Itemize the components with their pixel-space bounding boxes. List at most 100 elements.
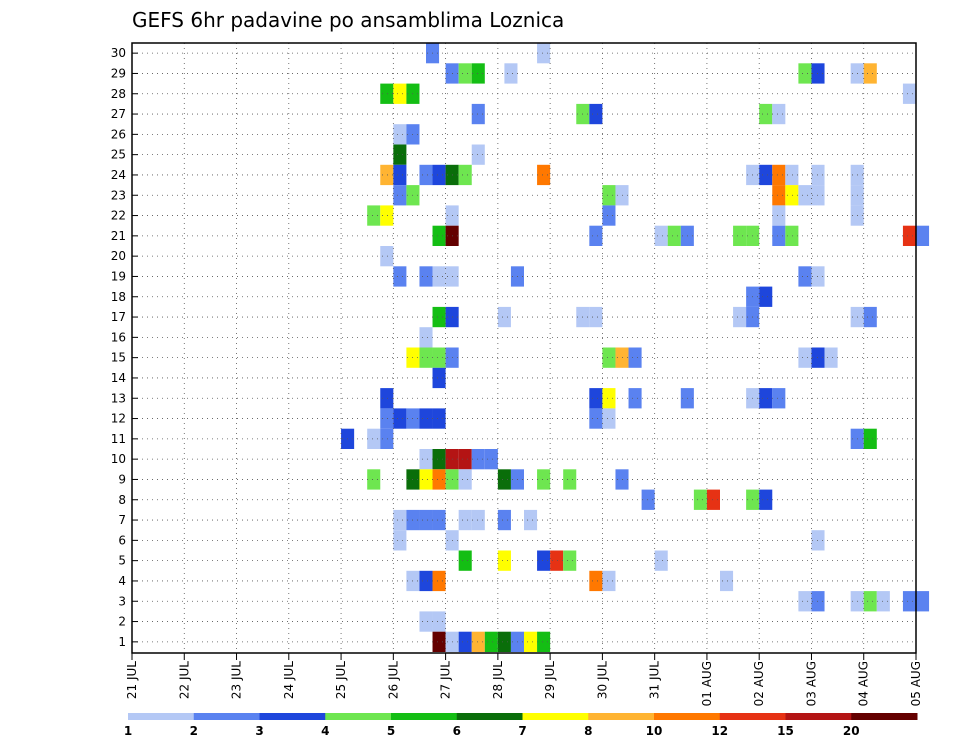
precip-cell: [902, 83, 916, 104]
y-tick-label: 10: [111, 452, 126, 466]
precip-cell: [798, 347, 812, 368]
colorbar-label: 15: [777, 724, 794, 738]
x-axis: 21 JUL 22 JUL 23 JUL 24 JUL 25 JUL 26 JUL 27 J…: [125, 653, 923, 706]
y-tick-label: 16: [111, 330, 126, 344]
precip-cell: [471, 509, 485, 531]
precip-cell: [393, 124, 407, 145]
precip-cell: [563, 469, 577, 490]
precip-cell: [458, 449, 472, 470]
precip-cell: [367, 469, 381, 490]
precip-cell: [589, 306, 603, 328]
x-tick-label: 24 JUL: [282, 661, 296, 699]
y-tick-label: 9: [118, 472, 126, 486]
y-tick-label: 24: [111, 168, 126, 182]
colorbar-swatch: [325, 713, 392, 720]
precip-cell: [706, 489, 720, 510]
precip-cell: [497, 631, 511, 652]
precip-cell: [432, 266, 446, 287]
colorbar-swatch: [128, 713, 195, 720]
precip-cell: [863, 428, 877, 449]
x-tick-label: 29 JUL: [543, 661, 557, 699]
precip-cell: [458, 63, 472, 84]
precip-cell: [419, 347, 433, 368]
precip-cell: [458, 164, 472, 186]
y-tick-label: 12: [111, 412, 126, 426]
precip-cell: [772, 388, 786, 409]
precip-cell: [772, 185, 786, 206]
precip-cell: [537, 550, 551, 571]
y-tick-label: 29: [111, 66, 126, 80]
precip-cell: [497, 306, 511, 328]
precip-cell: [367, 428, 381, 449]
x-tick-label: 26 JUL: [386, 661, 400, 699]
x-tick-label: 05 AUG: [909, 661, 923, 706]
y-tick-label: 17: [111, 310, 126, 324]
y-tick-label: 30: [111, 46, 126, 60]
precip-cell: [798, 185, 812, 206]
colorbar-label: 20: [843, 724, 860, 738]
x-tick-label: 03 AUG: [804, 661, 818, 706]
precip-cell: [432, 509, 446, 531]
colorbar-label: 2: [190, 724, 198, 738]
precip-cell: [497, 469, 511, 490]
precip-cell: [759, 103, 773, 125]
colorbar-swatch: [654, 713, 721, 720]
y-axis: 1234567891011121314151617181920212223242…: [111, 46, 138, 649]
colorbar-label: 8: [584, 724, 592, 738]
plot-frame: [131, 42, 917, 654]
precip-cell: [733, 306, 747, 328]
precip-cell: [484, 631, 498, 652]
precip-cell: [393, 530, 407, 551]
precip-cell: [380, 83, 394, 104]
precip-cell: [380, 164, 394, 186]
y-tick-label: 19: [111, 269, 126, 283]
precip-cell: [589, 388, 603, 409]
x-tick-label: 30 JUL: [595, 661, 609, 699]
y-tick-label: 20: [111, 249, 126, 263]
x-tick-label: 02 AUG: [752, 661, 766, 706]
precip-cell: [432, 449, 446, 470]
precip-cell: [602, 205, 616, 226]
precip-cell: [432, 164, 446, 186]
precip-cell: [772, 164, 786, 186]
precip-cell: [863, 306, 877, 328]
precip-cell: [772, 103, 786, 125]
precip-cell: [720, 570, 734, 592]
precip-cell: [419, 449, 433, 470]
precip-cell: [524, 631, 538, 652]
y-tick-label: 14: [111, 371, 126, 385]
y-tick-label: 27: [111, 107, 126, 121]
precip-cell: [785, 164, 799, 186]
precip-cell: [602, 347, 616, 368]
colorbar-swatch: [391, 713, 458, 720]
y-tick-label: 28: [111, 87, 126, 101]
precip-cell: [380, 388, 394, 409]
precip-cell: [393, 266, 407, 287]
colorbar-swatch: [456, 713, 523, 720]
colorbar-label: 1: [124, 724, 132, 738]
precip-cell: [458, 509, 472, 531]
colorbar-swatch: [851, 713, 918, 720]
colorbar-label: 3: [255, 724, 263, 738]
precip-cell: [811, 63, 825, 84]
precip-cell: [876, 591, 890, 612]
precip-cell: [497, 509, 511, 531]
precip-cell: [785, 185, 799, 206]
colorbar-label: 7: [518, 724, 526, 738]
colorbar: 1 2 3 4 5 6 7 8 10 12 15 20: [124, 713, 918, 738]
precip-cell: [785, 225, 799, 246]
precip-cell: [393, 408, 407, 429]
precip-cell: [772, 205, 786, 226]
precip-cell: [759, 489, 773, 510]
y-tick-label: 15: [111, 351, 126, 365]
precip-cell: [432, 570, 446, 592]
precip-cell: [380, 205, 394, 226]
precip-cell: [497, 550, 511, 571]
colorbar-label: 4: [321, 724, 329, 738]
precip-cell: [419, 266, 433, 287]
precip-cell: [393, 83, 407, 104]
precip-cell: [471, 144, 485, 165]
precip-cell: [811, 266, 825, 287]
precip-cell: [432, 225, 446, 246]
